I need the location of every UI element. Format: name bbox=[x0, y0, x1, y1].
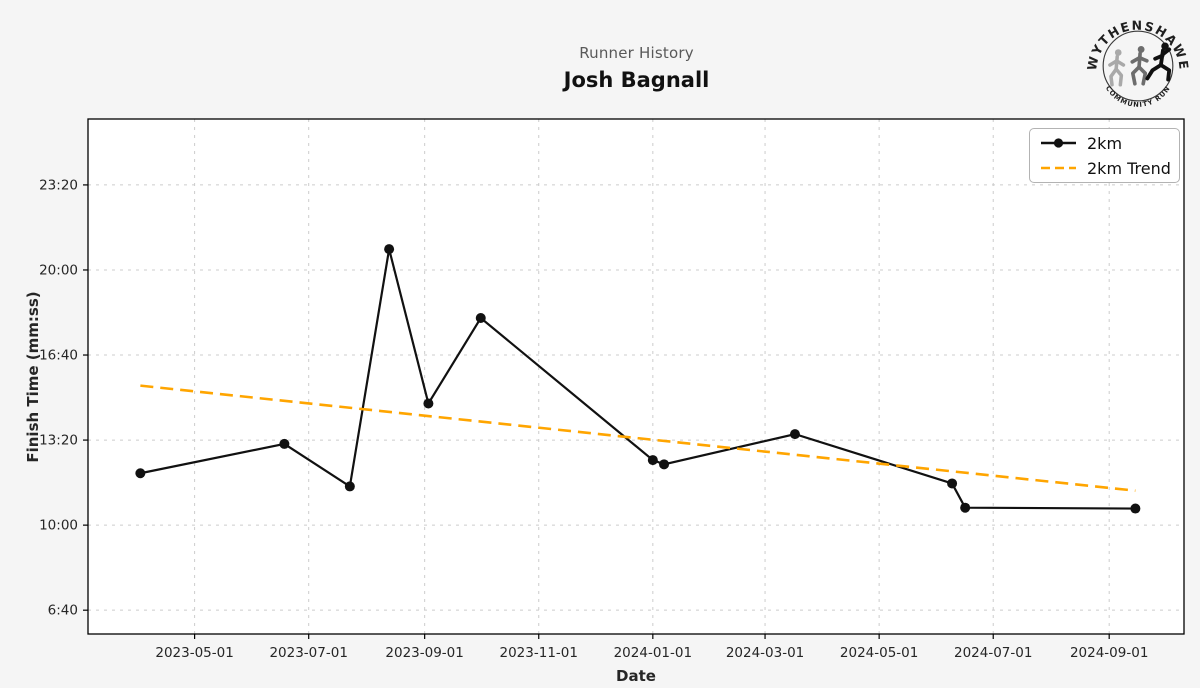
y-tick-label: 13:20 bbox=[39, 433, 78, 449]
x-tick-label: 2024-05-01 bbox=[840, 645, 918, 661]
data-point-marker bbox=[1130, 503, 1141, 514]
legend-item-2km: 2km bbox=[1040, 134, 1169, 153]
data-point-marker bbox=[960, 502, 971, 513]
x-tick-label: 2023-05-01 bbox=[155, 645, 233, 661]
x-tick-label: 2023-09-01 bbox=[385, 645, 463, 661]
x-tick-label: 2023-07-01 bbox=[269, 645, 347, 661]
club-logo: WYTHENSHAWE COMMUNITY RUN bbox=[1086, 18, 1190, 109]
x-tick-label: 2024-03-01 bbox=[726, 645, 804, 661]
page-background-strip bbox=[0, 688, 1200, 700]
legend-swatch-line-icon bbox=[1041, 138, 1076, 148]
trend-line bbox=[140, 384, 1136, 492]
data-point-marker bbox=[279, 438, 290, 449]
tick-labels: 2023-05-01 2023-07-01 2023-09-01 2023-11-01… bbox=[39, 177, 1148, 661]
x-tick-label: 2024-07-01 bbox=[954, 645, 1032, 661]
data-point-marker bbox=[947, 478, 958, 489]
plot-border bbox=[87, 118, 1185, 635]
legend-label: 2km bbox=[1087, 133, 1123, 153]
legend-item-2km-trend: 2km Trend bbox=[1040, 158, 1171, 178]
data-point-marker bbox=[135, 468, 146, 479]
data-point-marker bbox=[423, 398, 434, 409]
y-tick-label: 20:00 bbox=[39, 262, 78, 278]
logo-circle bbox=[1102, 30, 1174, 102]
legend-label: 2km Trend bbox=[1087, 158, 1171, 178]
legend-swatch-dash-icon bbox=[1041, 166, 1076, 170]
tick-marks bbox=[83, 184, 1110, 639]
gridlines bbox=[88, 119, 1184, 634]
data-point-marker bbox=[344, 481, 355, 492]
y-tick-label: 23:20 bbox=[39, 177, 78, 193]
x-tick-label: 2023-11-01 bbox=[500, 645, 578, 661]
data-point-marker bbox=[384, 244, 395, 255]
logo-arc-bottom-text: COMMUNITY RUN bbox=[1104, 84, 1172, 109]
x-axis-label: Date bbox=[616, 667, 656, 685]
runner-figures-icon bbox=[1108, 42, 1172, 87]
plot-area bbox=[88, 119, 1184, 634]
x-tick-label: 2024-01-01 bbox=[614, 645, 692, 661]
y-tick-label: 10:00 bbox=[39, 518, 78, 534]
y-tick-label: 16:40 bbox=[39, 348, 78, 364]
data-point-marker bbox=[789, 429, 800, 440]
legend: 2km 2km Trend bbox=[1029, 128, 1180, 183]
data-point-marker bbox=[475, 313, 486, 324]
y-tick-label: 6:40 bbox=[48, 603, 78, 619]
x-tick-label: 2024-09-01 bbox=[1070, 645, 1148, 661]
data-point-marker bbox=[659, 459, 670, 470]
data-point-marker bbox=[647, 455, 658, 466]
y-axis-label: Finish Time (mm:ss) bbox=[24, 291, 42, 463]
